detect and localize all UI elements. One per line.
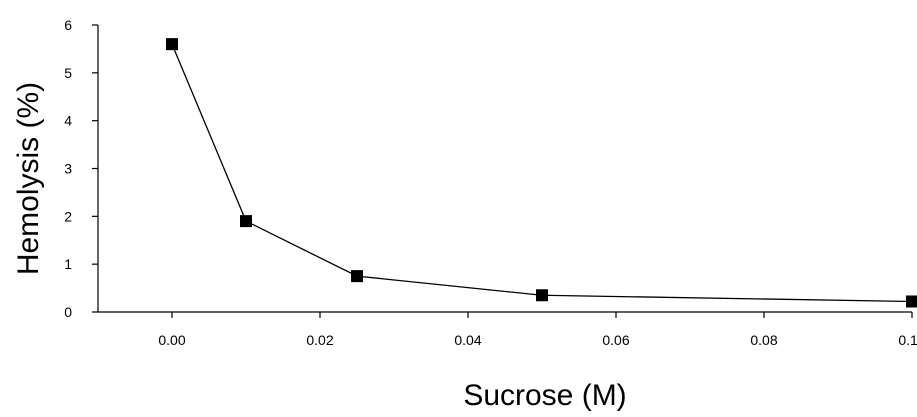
y-tick-label: 3 xyxy=(64,161,72,177)
data-point-marker xyxy=(536,289,548,302)
y-tick-label: 0 xyxy=(64,304,72,320)
y-tick-label: 2 xyxy=(64,208,72,224)
series-line xyxy=(171,43,913,303)
x-tick-label: 0.02 xyxy=(306,332,333,348)
data-point-marker xyxy=(240,215,252,228)
data-point-marker xyxy=(351,270,363,283)
y-tick-label: 6 xyxy=(64,17,72,33)
x-tick-label: 0.04 xyxy=(454,332,481,348)
data-point-marker xyxy=(166,38,178,51)
x-tick-label: 0.08 xyxy=(750,332,777,348)
x-tick-label: 0.06 xyxy=(602,332,629,348)
x-axis-title: Sucrose (M) xyxy=(463,379,626,412)
x-tick-label: 0.10 xyxy=(898,332,917,348)
y-tick-label: 4 xyxy=(64,113,72,129)
y-axis-title: Hemolysis (%) xyxy=(12,82,45,275)
x-tick-label: 0.00 xyxy=(158,332,185,348)
y-tick-label: 1 xyxy=(64,256,72,272)
y-tick-label: 5 xyxy=(64,65,72,81)
data-point-marker xyxy=(906,295,917,308)
